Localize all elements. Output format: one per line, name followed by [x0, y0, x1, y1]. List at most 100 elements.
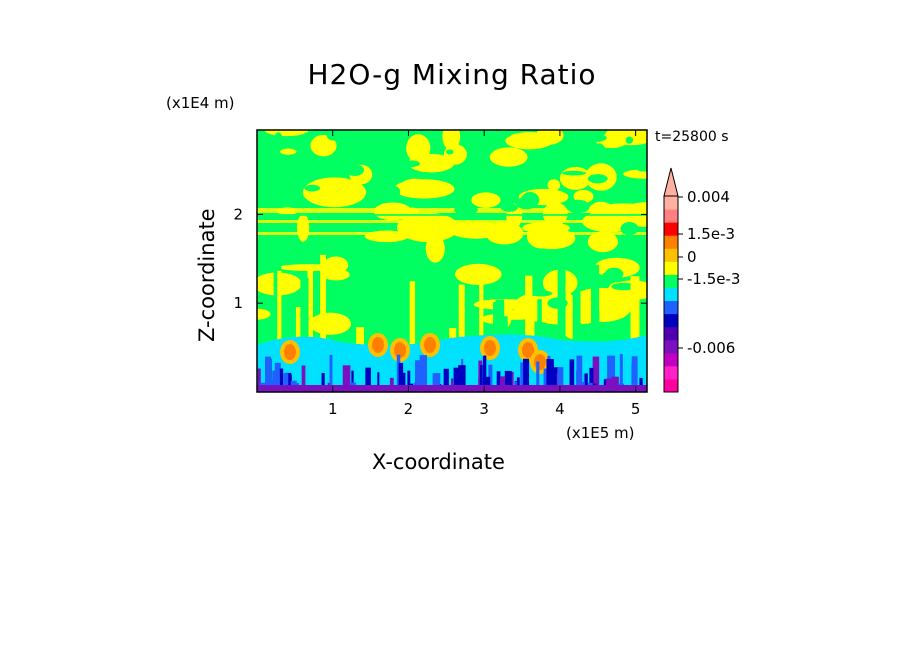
- field-blob: [390, 186, 401, 198]
- field-blob: [587, 231, 619, 253]
- field-blob: [269, 234, 280, 246]
- field-plume: [619, 354, 623, 392]
- field-plume: [257, 368, 261, 392]
- plot-frame: [256, 129, 648, 393]
- field-plume: [287, 374, 292, 392]
- field-blob: [634, 162, 647, 172]
- field-blob: [558, 143, 584, 154]
- field-blob: [323, 256, 349, 274]
- y-tick-label: 1: [233, 294, 243, 312]
- field-plume: [458, 365, 466, 392]
- colorbar-tick-label: 0.004: [687, 188, 730, 206]
- x-tick-label: 5: [631, 400, 641, 418]
- field-blob: [326, 170, 349, 176]
- field-plume: [389, 377, 394, 392]
- field-blob: [412, 189, 425, 196]
- field-plume: [265, 356, 272, 392]
- field-blob: [455, 263, 502, 285]
- y-tick-label: 2: [233, 205, 243, 223]
- field-plume: [589, 367, 594, 392]
- colorbar-segment: [664, 326, 678, 341]
- field-blob: [611, 282, 637, 291]
- field-core: [372, 337, 384, 353]
- field-blob: [454, 204, 478, 216]
- colorbar-tick-label: 1.5e-3: [687, 225, 735, 243]
- y-axis-unit: (x1E4 m): [166, 94, 235, 112]
- field-blob: [623, 169, 647, 179]
- colorbar-segment: [664, 222, 678, 236]
- field-plume: [639, 377, 643, 392]
- field-blob: [257, 151, 265, 156]
- field-plume: [351, 370, 354, 392]
- field-band: [257, 220, 647, 223]
- colorbar-extend-arrow: [663, 167, 679, 197]
- field-blob: [528, 290, 553, 297]
- x-tick-label: 3: [479, 400, 489, 418]
- colorbar-segment: [664, 209, 678, 223]
- field-blob: [566, 199, 590, 214]
- field-blob: [522, 222, 570, 234]
- field-plume: [320, 254, 326, 392]
- field-plume: [484, 376, 491, 392]
- field-blob: [443, 144, 467, 165]
- field-blob: [566, 154, 574, 168]
- field-blob: [297, 213, 310, 242]
- field-blob: [399, 178, 431, 195]
- field-plume: [419, 355, 427, 392]
- field-blob: [585, 134, 607, 142]
- chart-title: H2O-g Mixing Ratio: [307, 58, 597, 91]
- colorbar-segment: [664, 274, 678, 288]
- colorbar-segment: [664, 352, 678, 367]
- field-plume: [536, 361, 540, 392]
- field-blob: [257, 308, 271, 320]
- field-blob: [620, 221, 639, 236]
- colorbar: 0.004 1.5e-3 0 -1.5e-3 -0.006: [663, 167, 740, 393]
- field-plume: [516, 377, 520, 392]
- colorbar-segment: [664, 248, 678, 262]
- field-blob: [402, 160, 420, 168]
- field-plume: [584, 373, 588, 392]
- field-plume: [415, 360, 422, 392]
- field-blob: [302, 132, 309, 147]
- field-blob: [621, 253, 632, 259]
- field-plume: [453, 367, 460, 392]
- field-blob: [302, 177, 367, 208]
- field-blob: [304, 184, 321, 192]
- field-core: [484, 340, 496, 356]
- axes: 1 2 3 4 5 1 2: [233, 130, 647, 418]
- colorbar-segment: [664, 365, 678, 380]
- field-blob: [533, 150, 542, 166]
- field-blob: [471, 192, 501, 208]
- field-blob: [310, 134, 337, 157]
- field-plume: [277, 375, 280, 392]
- field-plume: [329, 354, 333, 392]
- field-plume: [496, 371, 501, 392]
- field-plume: [398, 363, 404, 392]
- field-plume: [630, 276, 640, 392]
- field-plume: [557, 367, 564, 392]
- x-axis-label: X-coordinate: [372, 450, 505, 474]
- field-blob: [490, 130, 513, 139]
- field-plume: [525, 275, 533, 392]
- field-plume: [443, 368, 449, 392]
- field-plume: [522, 358, 530, 392]
- field-plume: [301, 365, 306, 392]
- field-plume: [509, 371, 514, 392]
- field-blob: [536, 130, 564, 145]
- field-plume: [576, 355, 583, 392]
- field-plume: [479, 364, 483, 392]
- colorbar-segment: [664, 235, 678, 249]
- colorbar-frame: [663, 195, 679, 393]
- field-blob: [521, 259, 540, 265]
- field-core: [394, 342, 406, 358]
- field-band: [257, 214, 647, 216]
- field-plume: [631, 364, 636, 392]
- field-plume: [500, 376, 506, 392]
- field-blob: [587, 174, 608, 184]
- field-plume: [504, 370, 512, 392]
- field-core: [522, 342, 534, 358]
- field-plume: [365, 367, 371, 392]
- field-blob: [345, 164, 365, 176]
- field-blob: [429, 270, 450, 281]
